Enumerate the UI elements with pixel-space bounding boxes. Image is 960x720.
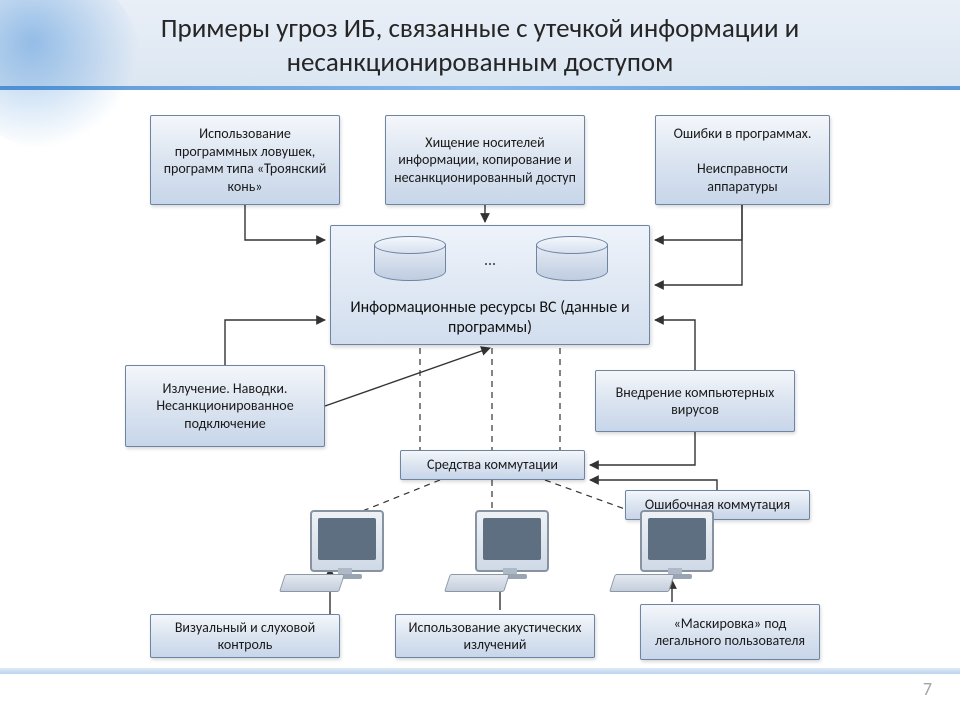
node-virus: Внедрение компьютерных вирусов [595,370,795,432]
computer-icon [610,510,720,600]
node-resources: ... Информационные ресурсы ВС (данные и … [330,225,650,345]
node-label: Излучение. Наводки. Несанкционированное … [134,380,316,433]
node-theft: Хищение носителей информации, копировани… [385,115,585,205]
resources-cylinders: ... [331,226,649,294]
database-icon [536,236,606,284]
slide-title: Примеры угроз ИБ, связанные с утечкой ин… [0,12,960,80]
node-label: Ошибки в программах. Неисправности аппар… [664,125,821,195]
node-label: Хищение носителей информации, копировани… [394,134,576,187]
node-label: Внедрение компьютерных вирусов [604,384,786,419]
node-errors: Ошибки в программах. Неисправности аппар… [655,115,830,205]
node-label: Визуальный и слуховой контроль [159,619,331,654]
slide: Примеры угроз ИБ, связанные с утечкой ин… [0,0,960,720]
node-masquerade: «Маскировка» под легального пользователя [640,604,820,660]
node-label: Информационные ресурсы ВС (данные и прог… [331,294,649,342]
node-visual: Визуальный и слуховой контроль [150,614,340,658]
node-acoustic: Использование акустических излучений [395,614,595,658]
node-switching: Средства коммутации [400,450,585,480]
computer-icon [280,510,390,600]
ellipsis: ... [484,251,496,270]
page-number: 7 [923,678,932,700]
node-label: Использование акустических излучений [404,619,586,654]
computer-icon [445,510,555,600]
node-trojan: Использование программных ловушек, прогр… [150,115,340,205]
node-label: Средства коммутации [427,456,558,474]
footer-stripe [0,668,960,674]
database-icon [374,236,444,284]
node-label: «Маскировка» под легального пользователя [649,615,811,650]
node-emission: Излучение. Наводки. Несанкционированное … [125,365,325,447]
node-label: Использование программных ловушек, прогр… [159,125,331,195]
diagram-canvas: Использование программных ловушек, прогр… [0,90,960,680]
